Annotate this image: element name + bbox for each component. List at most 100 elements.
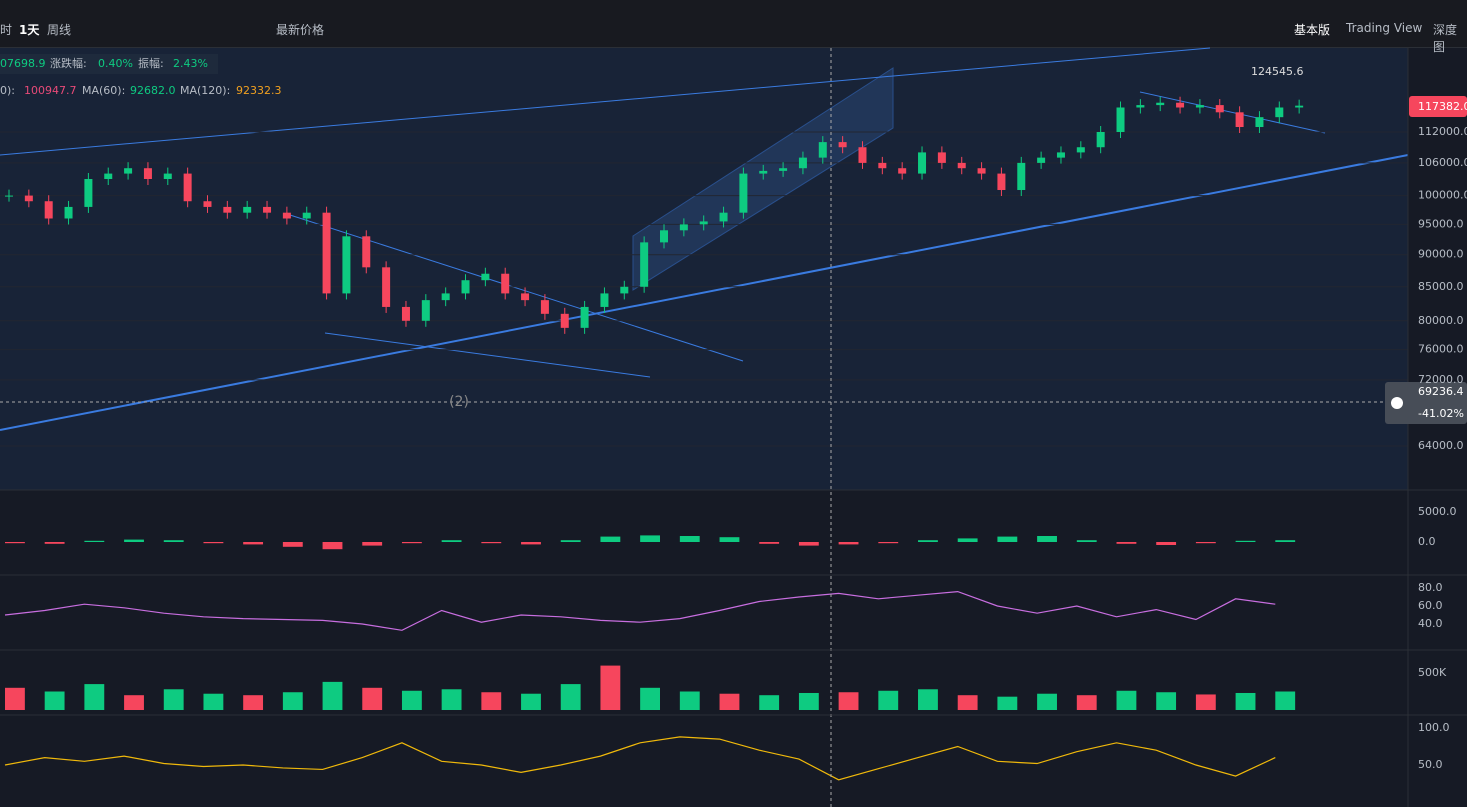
macd-bar	[84, 540, 105, 542]
macd-bar	[5, 542, 25, 544]
interval[interactable]: 1天	[19, 23, 40, 37]
ma-value: 100947.7	[24, 84, 77, 97]
candle	[203, 201, 212, 207]
candle	[858, 147, 867, 163]
macd-bar	[759, 542, 780, 544]
info-box	[0, 54, 218, 74]
trend-line	[0, 47, 1211, 156]
info-change: 0.40%	[98, 57, 133, 70]
volume-bar	[84, 684, 105, 710]
price-type[interactable]: 最新价格	[276, 23, 325, 37]
candle	[699, 221, 708, 225]
view-tv[interactable]: Trading View	[1346, 21, 1423, 35]
candle	[779, 168, 788, 171]
candle	[878, 162, 887, 169]
volume-bar	[878, 690, 899, 710]
volume-bar	[798, 692, 819, 710]
volume-bar	[640, 687, 660, 710]
volume-bar	[441, 689, 462, 710]
y-tick-label: 500K	[1418, 666, 1447, 679]
volume-bar	[1195, 694, 1216, 710]
rsi-line	[4, 590, 1276, 631]
candle	[1017, 162, 1026, 191]
volume-bar	[759, 695, 780, 710]
macd-bar	[1156, 542, 1177, 545]
candle	[997, 173, 1006, 191]
candle	[1076, 147, 1085, 153]
candle	[223, 206, 232, 213]
channel-fill	[0, 48, 1408, 490]
macd-bar	[957, 538, 978, 542]
candle	[1255, 117, 1264, 128]
candle	[600, 293, 609, 307]
candle	[1215, 105, 1224, 113]
macd-bar	[798, 542, 819, 546]
interval[interactable]: 时	[0, 23, 13, 37]
volume-bar	[1156, 692, 1177, 710]
candle	[1156, 102, 1165, 106]
info-close: 07698.9	[0, 57, 46, 70]
volume-bar	[481, 692, 502, 710]
macd-bar	[1116, 542, 1137, 544]
volume-bar	[124, 695, 144, 710]
macd-bar	[600, 536, 621, 542]
kdj-line	[4, 736, 1276, 781]
candle	[24, 195, 33, 202]
candle	[421, 300, 430, 321]
volume-bar	[997, 696, 1018, 710]
candle	[243, 206, 252, 213]
macd-bar	[322, 542, 343, 550]
y-tick-label: 0.0	[1418, 535, 1436, 548]
add-button[interactable]	[1391, 397, 1403, 409]
info-label: 振幅:	[138, 56, 164, 70]
candle	[64, 206, 73, 219]
y-tick-label: 80000.0	[1418, 314, 1464, 327]
candle	[342, 236, 351, 294]
y-tick-label: 60.0	[1418, 599, 1443, 612]
y-tick-label: 112000.0	[1418, 125, 1467, 138]
view-basic[interactable]: 基本版	[1294, 23, 1331, 37]
volume-bar	[1116, 690, 1137, 710]
macd-bar	[1195, 542, 1216, 544]
y-tick-label: 40.0	[1418, 617, 1443, 630]
candle	[44, 201, 53, 219]
trend-line	[1139, 91, 1326, 134]
y-tick-label: 64000.0	[1418, 439, 1464, 452]
macd-bar	[838, 542, 859, 545]
macd-bar	[1235, 540, 1256, 542]
volume-bar	[1235, 692, 1256, 710]
volume-bar	[838, 692, 859, 710]
volume-bar	[600, 665, 621, 710]
candle	[263, 206, 272, 213]
candle	[84, 179, 93, 207]
candle	[580, 306, 589, 328]
volume-bar	[322, 681, 343, 710]
high-label: 124545.6	[1251, 65, 1304, 78]
macd-bar	[203, 542, 224, 544]
volume-bar	[163, 689, 184, 710]
candle	[540, 300, 549, 314]
y-tick-label: 85000.0	[1418, 280, 1464, 293]
view-depth[interactable]: 深度图	[1433, 23, 1458, 54]
candle	[1116, 107, 1125, 132]
candle	[461, 280, 470, 294]
macd-bar	[679, 536, 700, 542]
candle	[1195, 105, 1204, 108]
y-tick-label: 100000.0	[1418, 189, 1467, 202]
candle	[1235, 112, 1244, 128]
candle	[1176, 102, 1185, 108]
macd-bar	[441, 540, 462, 542]
candle	[401, 306, 410, 321]
candle	[322, 212, 331, 294]
interval[interactable]: 周线	[47, 23, 72, 37]
volume-bar	[560, 684, 581, 710]
volume-bar	[401, 690, 422, 710]
y-tick-label: 90000.0	[1418, 248, 1464, 261]
volume-bar	[957, 695, 978, 710]
candle	[501, 273, 510, 294]
macd-bar	[560, 540, 581, 542]
macd-bar	[997, 536, 1018, 542]
macd-bar	[878, 542, 899, 544]
volume-bar	[1076, 695, 1097, 710]
